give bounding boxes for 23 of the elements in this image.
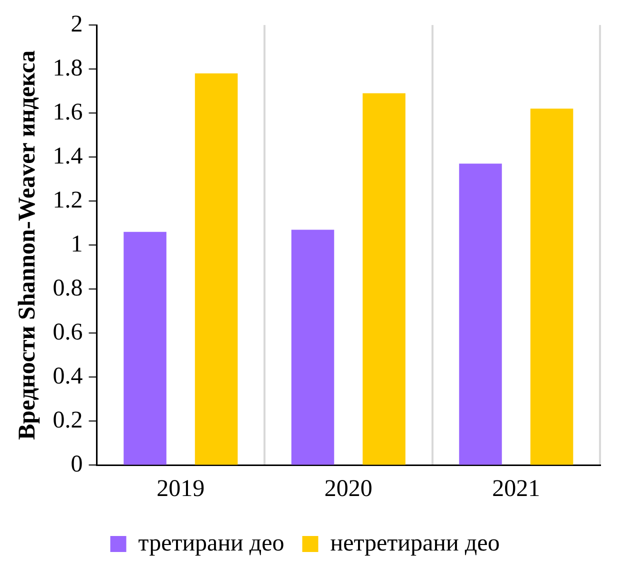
y-tick-label: 1.4 bbox=[52, 143, 83, 170]
y-tick-label: 0 bbox=[70, 451, 83, 478]
legend-label: третирани део bbox=[138, 530, 284, 556]
bar bbox=[124, 232, 166, 465]
bar bbox=[530, 108, 574, 465]
y-tick-label: 1.6 bbox=[52, 99, 83, 126]
x-tick-label: 2019 bbox=[156, 476, 205, 502]
y-tick-label: 0.6 bbox=[52, 319, 83, 346]
y-tick-label: 2 bbox=[70, 11, 83, 38]
y-tick-label: 1.8 bbox=[52, 55, 83, 82]
bar bbox=[291, 230, 334, 465]
y-tick-label: 0.4 bbox=[52, 363, 83, 390]
bar bbox=[459, 164, 502, 465]
y-tick-label: 1 bbox=[70, 231, 83, 258]
bar bbox=[362, 93, 406, 465]
y-tick-label: 0.8 bbox=[52, 275, 83, 302]
x-tick-label: 2021 bbox=[492, 476, 540, 502]
y-axis-title: Вредности Shannon-Weaver индекса bbox=[14, 50, 41, 440]
x-tick-label: 2020 bbox=[324, 476, 372, 502]
bar bbox=[194, 73, 238, 465]
y-tick-label: 1.2 bbox=[52, 187, 83, 214]
y-tick-label: 0.2 bbox=[52, 407, 83, 434]
legend-label: нетретирани део bbox=[330, 530, 500, 556]
